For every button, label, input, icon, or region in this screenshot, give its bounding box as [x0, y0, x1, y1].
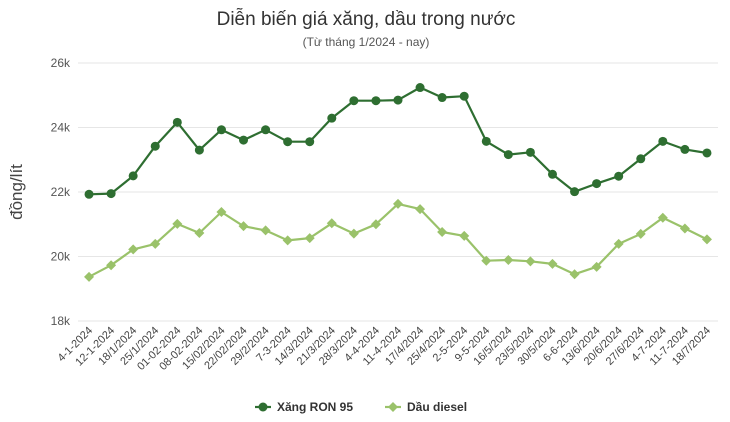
data-point[interactable] — [415, 83, 425, 93]
legend-label: Dầu diesel — [407, 400, 467, 414]
data-point[interactable] — [194, 145, 204, 155]
data-point[interactable] — [261, 125, 271, 135]
y-tick-label: 24k — [51, 121, 71, 135]
data-point[interactable] — [614, 171, 624, 181]
series-line — [88, 202, 708, 278]
data-point[interactable] — [635, 228, 646, 239]
data-point[interactable] — [84, 271, 95, 282]
legend-item[interactable]: Xăng RON 95 — [255, 400, 353, 414]
chart-title: Diễn biến giá xăng, dầu trong nước — [217, 8, 516, 30]
series-lines — [84, 83, 712, 282]
y-tick-label: 18k — [51, 314, 71, 328]
data-point[interactable] — [525, 147, 535, 157]
y-tick-label: 20k — [51, 250, 71, 264]
data-point[interactable] — [636, 154, 646, 164]
data-point[interactable] — [503, 150, 513, 160]
data-point[interactable] — [172, 117, 182, 127]
data-point[interactable] — [371, 96, 381, 106]
data-point[interactable] — [282, 235, 293, 246]
data-point[interactable] — [239, 135, 249, 145]
y-axis-label: đồng/lít — [7, 164, 26, 220]
data-point[interactable] — [194, 227, 205, 238]
y-axis-ticks: 18k 20k 22k 24k 26k — [51, 56, 71, 328]
data-point[interactable] — [547, 258, 558, 269]
data-point[interactable] — [459, 91, 469, 101]
legend-item[interactable]: Dầu diesel — [385, 400, 467, 414]
data-point[interactable] — [216, 206, 227, 217]
legend-label: Xăng RON 95 — [277, 400, 353, 414]
data-point[interactable] — [547, 169, 557, 179]
data-point[interactable] — [348, 228, 359, 239]
legend-marker — [388, 402, 398, 412]
data-point[interactable] — [393, 198, 403, 209]
data-point[interactable] — [437, 93, 447, 103]
data-point[interactable] — [569, 269, 580, 280]
data-point[interactable] — [305, 137, 315, 147]
y-tick-label: 26k — [51, 56, 71, 70]
gridlines — [78, 62, 718, 322]
data-point[interactable] — [370, 219, 381, 230]
data-point[interactable] — [326, 218, 337, 229]
chart-subtitle: (Từ tháng 1/2024 - nay) — [303, 35, 430, 49]
data-point[interactable] — [106, 260, 117, 271]
data-point[interactable] — [591, 261, 602, 272]
data-point[interactable] — [613, 238, 624, 249]
data-point[interactable] — [680, 144, 690, 154]
data-point[interactable] — [327, 113, 337, 123]
data-point[interactable] — [106, 189, 116, 199]
data-point[interactable] — [260, 225, 271, 236]
data-point[interactable] — [128, 171, 138, 181]
data-point[interactable] — [128, 244, 139, 255]
series-1 — [84, 83, 712, 199]
series-2 — [84, 198, 712, 282]
data-point[interactable] — [679, 223, 690, 234]
x-axis-ticks: 4-1-202412-1-202418/1/202425/1/202401-02… — [56, 325, 714, 373]
data-point[interactable] — [437, 226, 448, 237]
data-point[interactable] — [570, 187, 580, 197]
data-point[interactable] — [525, 256, 536, 267]
data-point[interactable] — [658, 136, 668, 146]
data-point[interactable] — [701, 234, 712, 245]
data-point[interactable] — [150, 238, 161, 249]
legend-marker — [258, 402, 268, 412]
data-point[interactable] — [415, 204, 426, 215]
data-point[interactable] — [393, 95, 403, 105]
data-point[interactable] — [503, 255, 514, 266]
legend[interactable]: Xăng RON 95 Dầu diesel — [255, 400, 467, 414]
y-tick-label: 22k — [51, 185, 71, 199]
data-point[interactable] — [150, 141, 160, 151]
data-point[interactable] — [238, 221, 249, 232]
data-point[interactable] — [304, 233, 315, 244]
data-point[interactable] — [592, 179, 602, 189]
data-point[interactable] — [349, 96, 359, 106]
data-point[interactable] — [657, 212, 668, 223]
data-point[interactable] — [216, 125, 226, 135]
data-point[interactable] — [702, 148, 712, 158]
data-point[interactable] — [172, 218, 183, 229]
data-point[interactable] — [84, 189, 94, 199]
data-point[interactable] — [459, 230, 470, 241]
data-point[interactable] — [481, 136, 491, 146]
data-point[interactable] — [481, 255, 492, 266]
data-point[interactable] — [283, 137, 293, 147]
